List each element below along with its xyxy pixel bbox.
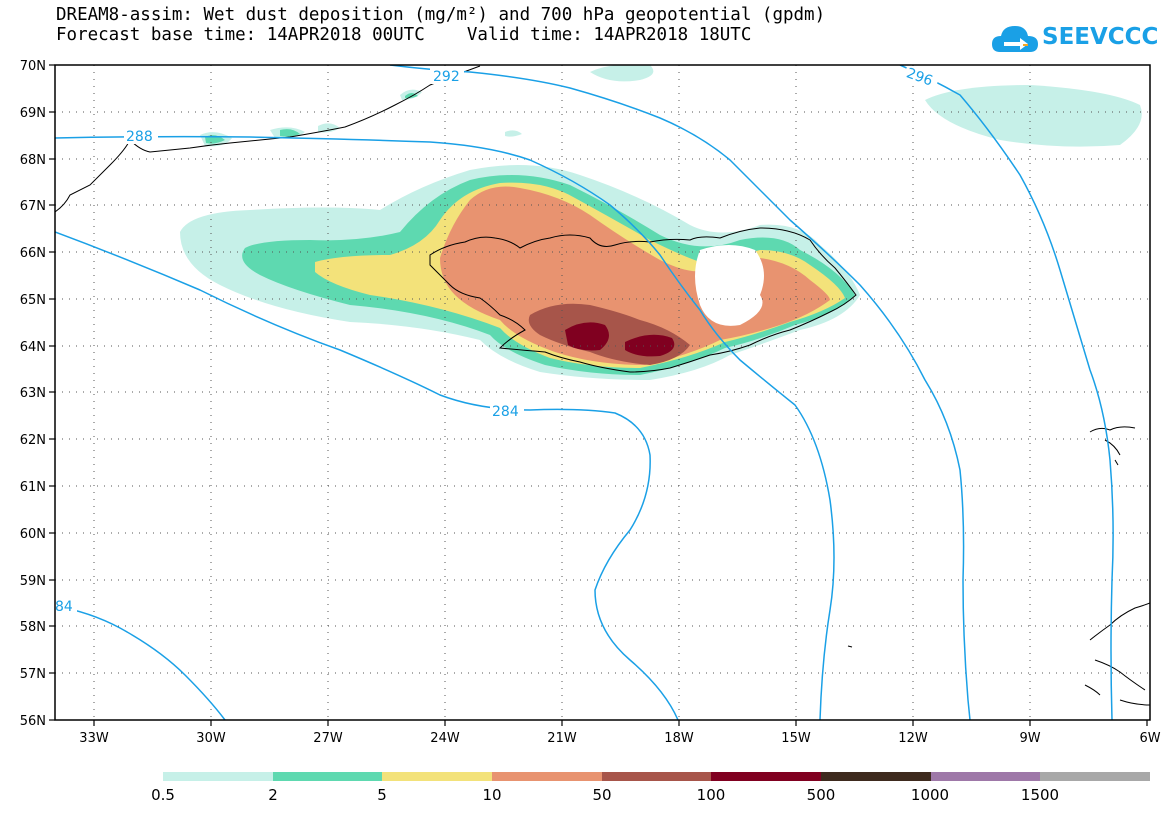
legend-label: 0.5: [151, 786, 175, 804]
contour-label-288: 288: [126, 129, 153, 145]
dust-deposition-shading: [180, 65, 1142, 380]
lon-label: 27W: [313, 731, 343, 746]
contour-296: [899, 65, 1114, 720]
legend-swatch: [492, 772, 602, 781]
lat-label: 60N: [20, 527, 46, 542]
lon-label: 9W: [1019, 731, 1040, 746]
legend-swatch: [711, 772, 822, 781]
legend-label: 50: [592, 786, 612, 804]
scotland-coast: [1084, 602, 1150, 706]
axis-ticks: [49, 64, 1148, 726]
map-subtitle: Forecast base time: 14APR2018 00UTC Vali…: [56, 25, 752, 45]
lat-label: 59N: [20, 574, 46, 589]
lat-label: 67N: [20, 199, 46, 214]
coastlines: [55, 65, 1150, 706]
deposition-band-2-coast: [205, 93, 418, 144]
lat-label: 56N: [20, 714, 46, 729]
plot-frame: [54, 64, 1151, 721]
color-legend: [163, 772, 1151, 781]
legend-swatch: [930, 772, 1041, 781]
contour-284: [55, 231, 679, 720]
lat-label: 70N: [20, 59, 46, 74]
lon-label: 18W: [664, 731, 694, 746]
longitude-labels: 33W 30W 27W 24W 21W 18W 15W 12W 9W 6W: [79, 731, 1160, 746]
contour-label-296: 296: [904, 65, 935, 89]
contour-288: [55, 135, 835, 720]
iceland-coast: [429, 227, 857, 373]
legend-label: 1000: [910, 786, 950, 804]
legend-swatch: [1040, 772, 1151, 781]
lat-label: 68N: [20, 153, 46, 168]
contour-labels: 292 296 288 284 84: [55, 64, 940, 615]
lon-label: 30W: [196, 731, 226, 746]
contour-292: [389, 65, 971, 720]
graticule: [55, 65, 1150, 720]
contour-label-284: 284: [492, 404, 519, 420]
contour-84: [55, 605, 226, 720]
latitude-labels: 70N 69N 68N 67N 66N 65N 64N 63N 62N 61N …: [20, 59, 46, 729]
lat-label: 64N: [20, 340, 46, 355]
legend-label: 500: [806, 786, 836, 804]
geopotential-contours: [55, 65, 1114, 720]
legend-label: 1500: [1020, 786, 1060, 804]
lat-label: 61N: [20, 480, 46, 495]
map-title: DREAM8-assim: Wet dust deposition (mg/m²…: [56, 5, 826, 25]
legend-label: 5: [377, 786, 387, 804]
lon-label: 33W: [79, 731, 109, 746]
legend-label: 10: [482, 786, 502, 804]
lon-label: 12W: [898, 731, 928, 746]
contour-label-84: 84: [55, 599, 73, 615]
legend-label: 100: [696, 786, 726, 804]
legend-label: 2: [268, 786, 278, 804]
lat-label: 66N: [20, 246, 46, 261]
deposition-band-100: [565, 322, 675, 357]
lon-label: 15W: [781, 731, 811, 746]
greenland-coast: [55, 65, 481, 213]
legend-swatch: [821, 772, 931, 781]
lat-label: 57N: [20, 667, 46, 682]
lat-label: 62N: [20, 433, 46, 448]
legend-swatch: [382, 772, 493, 781]
deposition-band-0.5-n: [590, 65, 654, 82]
legend-swatch: [601, 772, 712, 781]
lat-label: 63N: [20, 386, 46, 401]
small-island: [847, 645, 853, 648]
lat-label: 65N: [20, 293, 46, 308]
lon-label: 24W: [430, 731, 460, 746]
legend-swatch: [163, 772, 273, 781]
lon-label: 21W: [547, 731, 577, 746]
deposition-band-0.5-ne: [925, 85, 1142, 147]
cloud-icon: [992, 26, 1038, 52]
contour-label-292: 292: [433, 69, 460, 85]
legend-swatch: [272, 772, 383, 781]
faroe-coast: [1089, 426, 1136, 466]
deposition-gap: [695, 245, 764, 326]
lat-label: 58N: [20, 620, 46, 635]
seevccc-logo: SEEVCCC: [990, 22, 1158, 58]
lat-label: 69N: [20, 106, 46, 121]
deposition-band-0.5-coast: [200, 89, 522, 147]
lon-label: 6W: [1139, 731, 1160, 746]
logo-text: SEEVCCC: [1042, 24, 1159, 50]
